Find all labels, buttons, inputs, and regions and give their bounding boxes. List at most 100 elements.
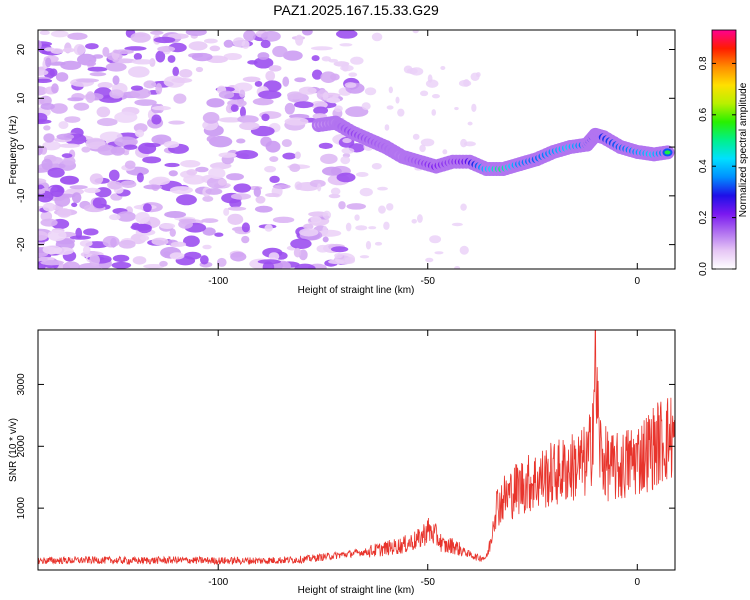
noise-blob	[330, 187, 341, 196]
noise-blob	[151, 176, 171, 186]
noise-blob	[230, 193, 252, 200]
noise-blob	[427, 74, 433, 83]
noise-blob	[299, 228, 319, 237]
noise-blob	[344, 82, 357, 88]
noise-blob	[71, 192, 82, 204]
noise-blob	[143, 264, 165, 269]
noise-blob	[265, 140, 281, 153]
noise-blob	[144, 143, 161, 148]
noise-blob	[116, 211, 136, 222]
noise-blob	[388, 86, 394, 94]
noise-blob	[268, 65, 282, 72]
noise-blob	[359, 187, 373, 197]
noise-blob	[294, 77, 307, 83]
noise-blob	[135, 212, 151, 224]
noise-blob	[111, 261, 132, 269]
noise-blob	[50, 185, 64, 198]
noise-blob	[133, 52, 143, 61]
noise-blob	[85, 61, 97, 67]
noise-blob	[110, 146, 125, 156]
noise-blob	[140, 235, 150, 241]
noise-blob	[89, 254, 100, 266]
noise-blob	[38, 189, 46, 194]
noise-blob	[62, 47, 75, 53]
noise-blob	[328, 259, 345, 265]
noise-blob	[268, 252, 280, 261]
noise-blob	[49, 68, 58, 77]
noise-blob	[185, 30, 207, 36]
noise-blob	[348, 72, 358, 77]
noise-blob	[254, 205, 273, 213]
noise-blob	[150, 30, 164, 35]
noise-blob	[208, 167, 226, 180]
noise-blob	[76, 78, 99, 83]
noise-blob	[233, 183, 252, 193]
noise-blob	[272, 45, 288, 58]
noise-blob	[239, 89, 246, 98]
noise-blob	[195, 166, 209, 173]
noise-blob	[237, 115, 259, 124]
snr-y-tick-label: 2000	[16, 435, 27, 458]
noise-blob	[339, 43, 353, 47]
noise-blob	[294, 263, 316, 269]
noise-blob	[85, 91, 96, 103]
noise-blob	[142, 156, 162, 164]
noise-blob	[284, 102, 295, 115]
noise-blob	[475, 72, 481, 78]
noise-blob	[311, 69, 323, 80]
noise-blob	[130, 88, 152, 99]
noise-blob	[79, 240, 93, 247]
noise-blob	[81, 146, 91, 153]
snr-frame	[37, 329, 676, 571]
noise-blob	[269, 156, 279, 162]
noise-blob	[89, 173, 104, 185]
noise-blob	[71, 202, 78, 208]
noise-blob	[112, 75, 120, 85]
noise-blob	[214, 232, 224, 237]
noise-blob	[133, 123, 148, 133]
colorbar-ticks: 0.0 0.2 0.4 0.6 0.8	[698, 56, 736, 276]
noise-blob	[155, 50, 166, 63]
noise-blob	[232, 37, 246, 48]
noise-blob	[371, 32, 383, 42]
noise-blob	[411, 219, 417, 224]
noise-blob	[261, 113, 270, 122]
colorbar-fill	[711, 29, 737, 270]
noise-blob	[114, 111, 138, 123]
noise-blob	[282, 50, 303, 61]
noise-blob	[227, 213, 244, 225]
noise-blob	[371, 162, 382, 170]
noise-blob	[287, 91, 304, 100]
noise-blob	[128, 66, 150, 78]
colorbar-tick-label: 0.4	[698, 159, 709, 173]
noise-blob	[229, 198, 242, 209]
noise-blob	[223, 39, 234, 48]
noise-blob	[458, 79, 472, 87]
noise-blob	[102, 46, 110, 57]
noise-blob	[38, 145, 43, 156]
noise-blob	[38, 41, 53, 47]
noise-blob	[167, 33, 189, 40]
noise-blob	[454, 265, 461, 269]
noise-blob	[330, 246, 349, 253]
noise-blob	[153, 36, 176, 44]
noise-blob	[289, 163, 301, 173]
noise-blob	[130, 32, 151, 43]
noise-blob	[460, 203, 467, 211]
noise-blob	[265, 70, 276, 82]
noise-blob	[96, 106, 111, 118]
snr-x-tick-label: -50	[421, 577, 436, 588]
noise-blob	[42, 245, 63, 255]
noise-blob	[41, 158, 53, 171]
noise-blob	[201, 218, 219, 223]
noise-blob	[206, 135, 218, 143]
spectrogram-y-tick-label: -20	[16, 237, 27, 252]
noise-blob	[202, 111, 220, 124]
noise-blob	[328, 193, 341, 199]
noise-blob	[334, 253, 343, 259]
noise-blob	[89, 72, 107, 77]
noise-blob	[58, 121, 69, 129]
noise-blob	[368, 226, 377, 230]
noise-blob	[171, 77, 193, 84]
